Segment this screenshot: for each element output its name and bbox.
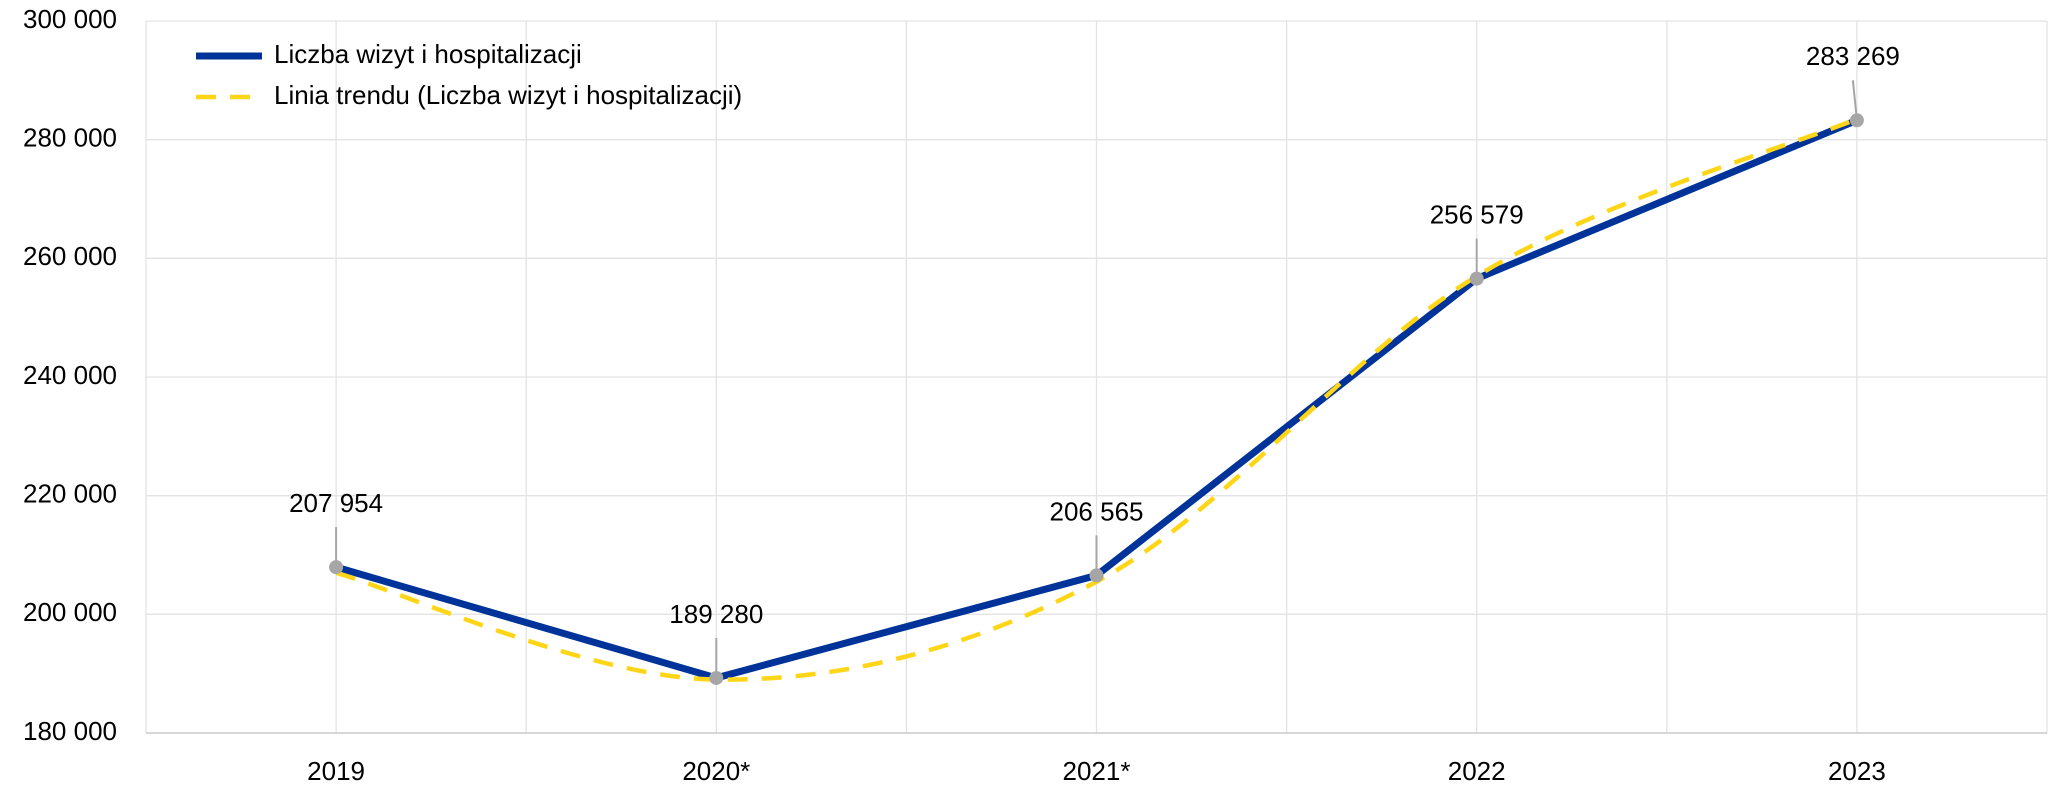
y-tick-label: 180 000 <box>23 716 117 746</box>
data-label: 189 280 <box>669 599 763 629</box>
y-tick-label: 260 000 <box>23 241 117 271</box>
marker <box>1469 271 1484 286</box>
marker <box>329 560 344 575</box>
marker <box>709 670 724 685</box>
marker <box>1849 113 1864 128</box>
x-tick-label: 2023 <box>1828 756 1886 786</box>
data-label: 283 269 <box>1806 41 1900 71</box>
data-label: 206 565 <box>1050 496 1144 526</box>
x-tick-label: 2020* <box>682 756 750 786</box>
y-tick-label: 200 000 <box>23 597 117 627</box>
x-tick-label: 2022 <box>1448 756 1506 786</box>
y-tick-label: 220 000 <box>23 479 117 509</box>
x-tick-label: 2019 <box>307 756 365 786</box>
x-tick-label: 2021* <box>1063 756 1131 786</box>
y-tick-label: 300 000 <box>23 4 117 34</box>
data-label: 207 954 <box>289 488 383 518</box>
legend-label: Linia trendu (Liczba wizyt i hospitaliza… <box>274 80 742 110</box>
data-label: 256 579 <box>1430 200 1524 230</box>
y-tick-label: 280 000 <box>23 123 117 153</box>
legend-label: Liczba wizyt i hospitalizacji <box>274 39 582 69</box>
marker <box>1089 568 1104 583</box>
y-tick-label: 240 000 <box>23 360 117 390</box>
